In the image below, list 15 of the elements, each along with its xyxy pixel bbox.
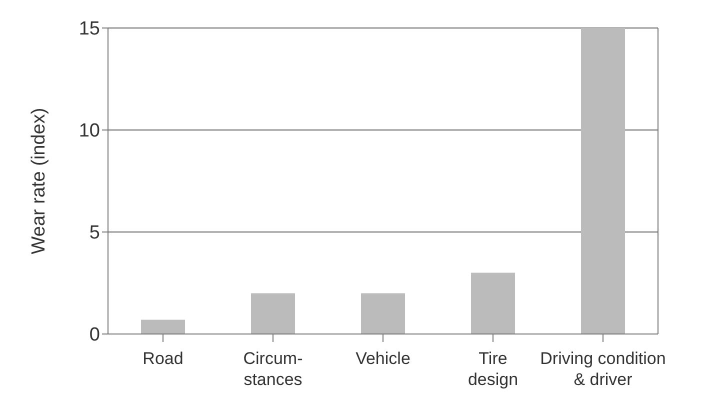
bar: [471, 272, 515, 334]
bar: [251, 293, 295, 334]
x-tick-label: Tire design: [468, 349, 518, 389]
y-tick-label: 5: [89, 222, 100, 244]
x-tick-label: Driving condition & driver: [540, 349, 666, 389]
x-tick-label: Vehicle: [356, 349, 410, 368]
x-tick-label: Circum- stances: [243, 349, 303, 389]
y-tick-label: 0: [89, 324, 100, 346]
y-axis-title: Wear rate (index): [28, 108, 50, 254]
y-tick-label: 15: [78, 18, 100, 40]
bar: [581, 28, 625, 334]
x-tick-label: Road: [142, 349, 184, 368]
bar: [361, 293, 405, 334]
bar: [141, 320, 185, 334]
y-tick-label: 10: [78, 120, 100, 142]
